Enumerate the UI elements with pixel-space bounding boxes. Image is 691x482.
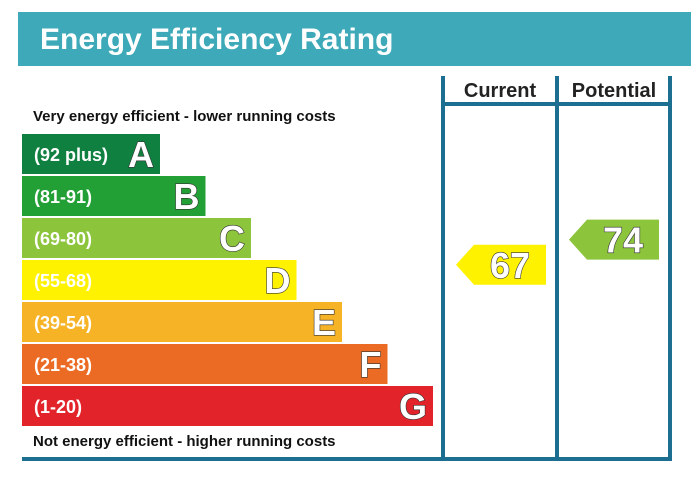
top-note: Very energy efficient - lower running co… — [33, 108, 336, 125]
band-b-letter: B — [174, 176, 200, 217]
current-arrow — [456, 244, 546, 285]
band-f-letter: F — [360, 344, 382, 385]
band-f-bar — [22, 344, 388, 384]
chart-title: Energy Efficiency Rating — [40, 23, 393, 56]
band-e-letter: E — [312, 302, 336, 343]
chart-frame — [22, 76, 672, 461]
band-f-range: (21-38) — [34, 355, 92, 375]
band-d-bar — [22, 260, 297, 300]
band-a-letter: A — [128, 134, 154, 175]
band-b-range: (81-91) — [34, 187, 92, 207]
band-g-bar — [22, 386, 433, 426]
band-a-range: (92 plus) — [34, 145, 108, 165]
potential-rating-value: 74 — [603, 220, 643, 261]
band-c-bar — [22, 218, 251, 258]
header-banner — [18, 12, 691, 66]
band-b-bar — [22, 176, 206, 216]
potential-column-header: Potential — [572, 80, 656, 102]
band-g-range: (1-20) — [34, 397, 82, 417]
bottom-note: Not energy efficient - higher running co… — [33, 433, 336, 450]
potential-arrow — [569, 219, 659, 260]
rating-arrows: 67 74 — [456, 219, 659, 286]
band-a-bar — [22, 134, 160, 174]
rating-bands: (92 plus) A (81-91) B (69-80) C (55-68) D (39-54… — [22, 133, 433, 428]
band-g-letter: G — [399, 386, 427, 427]
current-column-header: Current — [464, 80, 537, 102]
band-e-bar — [22, 302, 342, 342]
band-c-range: (69-80) — [34, 229, 92, 249]
band-e-range: (39-54) — [34, 313, 92, 333]
current-rating-value: 67 — [490, 245, 530, 286]
band-d-range: (55-68) — [34, 271, 92, 291]
band-c-letter: C — [219, 218, 245, 259]
band-d-letter: D — [265, 260, 291, 301]
